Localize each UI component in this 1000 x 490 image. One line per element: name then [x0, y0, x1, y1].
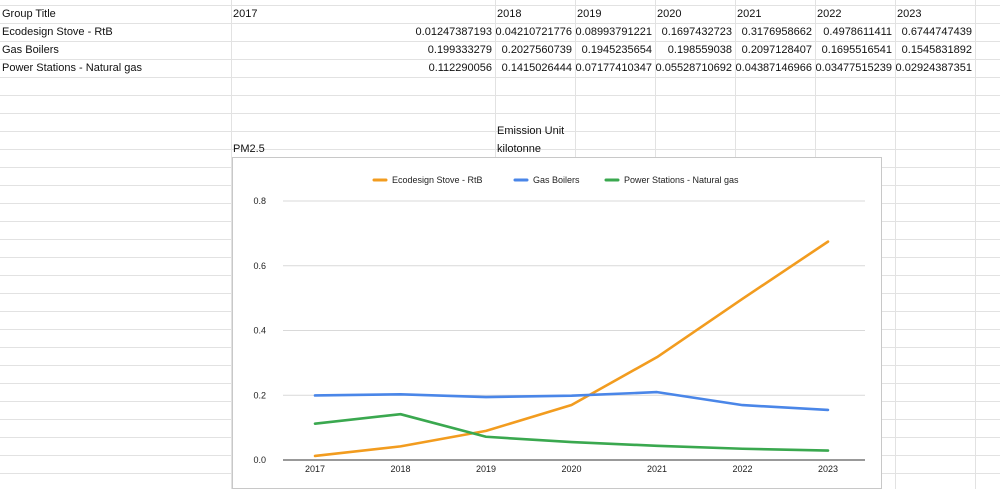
value-cell[interactable]: 0.07177410347	[575, 62, 652, 74]
value-cell[interactable]: 0.112290056	[428, 62, 492, 74]
value-cell[interactable]: 0.1695516541	[821, 44, 892, 56]
legend-label: Ecodesign Stove - RtB	[392, 175, 483, 185]
value-cell[interactable]: 0.01247387193	[415, 26, 492, 38]
header-cell-year[interactable]: 2020	[657, 8, 682, 20]
value-cell[interactable]: 0.1545831892	[901, 44, 972, 56]
chart-svg: 0.0 0.2 0.4 0.6 0.8 2017 2018 2019 2020 2021 2022 2…	[253, 175, 865, 474]
header-cell-year[interactable]: 2017	[233, 8, 258, 20]
x-tick-label: 2021	[647, 464, 667, 474]
value-cell[interactable]: 0.02924387351	[895, 62, 972, 74]
x-tick-label: 2020	[561, 464, 581, 474]
value-cell[interactable]: 0.198559038	[667, 44, 732, 56]
x-tick-label: 2017	[305, 464, 325, 474]
value-cell[interactable]: 0.199333279	[427, 44, 492, 56]
grid-row-line	[0, 23, 1000, 24]
value-cell[interactable]: 0.08993791221	[575, 26, 652, 38]
x-tick-label: 2019	[476, 464, 496, 474]
value-cell[interactable]: 0.03477515239	[815, 62, 892, 74]
grid-row-line	[0, 41, 1000, 42]
value-cell[interactable]: 0.2097128407	[741, 44, 812, 56]
value-cell[interactable]: 0.1697432723	[661, 26, 732, 38]
x-tick-label: 2023	[818, 464, 838, 474]
row-label-cell[interactable]: Power Stations - Natural gas	[2, 62, 143, 74]
grid-row-line	[0, 5, 1000, 6]
grid-row-line	[0, 131, 1000, 132]
grid-column-line	[895, 0, 896, 489]
emission-unit-value[interactable]: kilotonne	[497, 143, 542, 155]
x-tick-label: 2022	[732, 464, 752, 474]
y-tick-label: 0.0	[253, 455, 266, 465]
y-tick-label: 0.4	[253, 326, 266, 336]
emission-unit-label[interactable]: Emission Unit	[497, 125, 565, 137]
series-line	[313, 390, 830, 412]
header-cell-year[interactable]: 2023	[897, 8, 922, 20]
legend-label: Power Stations - Natural gas	[624, 175, 739, 185]
series-line	[313, 412, 830, 452]
grid-row-line	[0, 95, 1000, 96]
row-label-cell[interactable]: Ecodesign Stove - RtB	[2, 26, 113, 38]
value-cell[interactable]: 0.04210721776	[495, 26, 572, 38]
header-cell-group-title[interactable]: Group Title	[2, 8, 56, 20]
value-cell[interactable]: 0.4978611411	[823, 26, 892, 38]
value-cell[interactable]: 0.3176958662	[741, 26, 812, 38]
value-cell[interactable]: 0.05528710692	[655, 62, 732, 74]
pollutant-label[interactable]: PM2.5	[233, 143, 265, 155]
header-cell-year[interactable]: 2022	[817, 8, 842, 20]
grid-row-line	[0, 77, 1000, 78]
grid-row-line	[0, 113, 1000, 114]
grid-column-line	[231, 0, 232, 489]
legend-label: Gas Boilers	[533, 175, 580, 185]
y-tick-label: 0.2	[253, 390, 266, 400]
grid-row-line	[0, 149, 1000, 150]
header-cell-year[interactable]: 2021	[737, 8, 762, 20]
value-cell[interactable]: 0.2027560739	[501, 44, 572, 56]
value-cell[interactable]: 0.1415026444	[501, 62, 572, 74]
y-tick-label: 0.8	[253, 196, 266, 206]
line-chart[interactable]: 0.0 0.2 0.4 0.6 0.8 2017 2018 2019 2020 2021 2022 2…	[232, 157, 882, 489]
value-cell[interactable]: 0.6744747439	[901, 26, 972, 38]
series-line	[313, 240, 830, 458]
y-tick-label: 0.6	[253, 261, 266, 271]
header-cell-year[interactable]: 2018	[497, 8, 522, 20]
row-label-cell[interactable]: Gas Boilers	[2, 44, 59, 56]
value-cell[interactable]: 0.04387146966	[735, 62, 812, 74]
grid-row-line	[0, 59, 1000, 60]
x-tick-label: 2018	[390, 464, 410, 474]
value-cell[interactable]: 0.1945235654	[581, 44, 652, 56]
header-cell-year[interactable]: 2019	[577, 8, 602, 20]
grid-column-line	[975, 0, 976, 489]
